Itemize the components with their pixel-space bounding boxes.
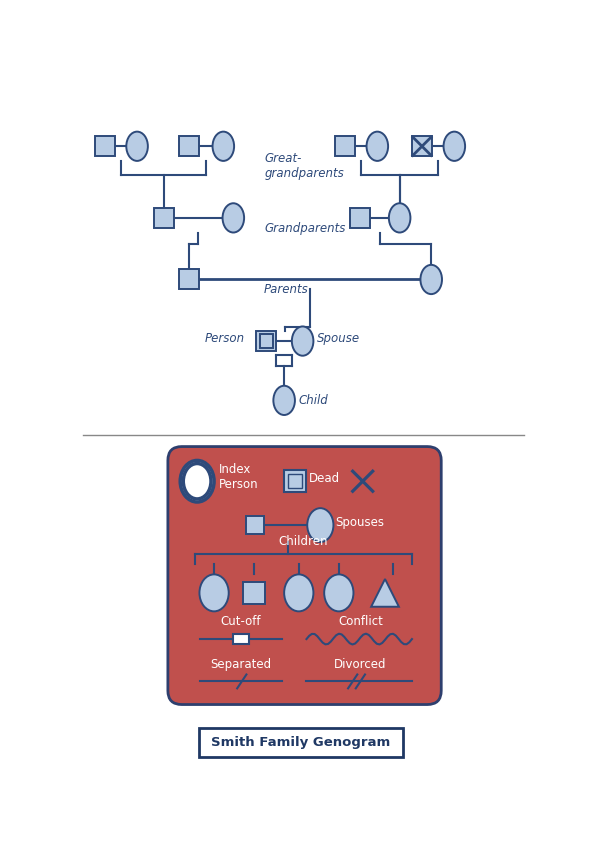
Ellipse shape: [126, 132, 148, 161]
Bar: [288, 475, 302, 488]
Ellipse shape: [420, 265, 442, 294]
Text: Cut-off: Cut-off: [221, 615, 261, 629]
Polygon shape: [371, 579, 399, 607]
Bar: [95, 136, 115, 156]
Ellipse shape: [324, 574, 353, 611]
Text: Dead: Dead: [309, 472, 340, 485]
Ellipse shape: [184, 463, 211, 499]
Bar: [284, 470, 305, 492]
Ellipse shape: [366, 132, 388, 161]
Text: Great-
grandparents: Great- grandparents: [264, 152, 344, 180]
Text: Index
Person: Index Person: [218, 462, 258, 491]
Bar: [243, 582, 265, 604]
Ellipse shape: [284, 574, 313, 611]
Text: Spouse: Spouse: [317, 333, 361, 346]
Ellipse shape: [223, 204, 244, 232]
Ellipse shape: [213, 132, 234, 161]
Text: Smith Family Genogram: Smith Family Genogram: [211, 736, 390, 749]
Ellipse shape: [180, 461, 214, 502]
Bar: [246, 516, 264, 534]
Text: Conflict: Conflict: [338, 615, 383, 629]
Text: Grandparents: Grandparents: [264, 222, 346, 235]
Bar: [179, 269, 200, 289]
Ellipse shape: [292, 326, 313, 356]
Text: Divorced: Divorced: [334, 657, 387, 670]
Ellipse shape: [389, 204, 410, 232]
Bar: [350, 208, 371, 228]
Text: Parents: Parents: [264, 283, 309, 296]
Text: Children: Children: [279, 535, 328, 548]
Ellipse shape: [443, 132, 465, 161]
Bar: [233, 634, 249, 644]
Bar: [179, 136, 200, 156]
Ellipse shape: [274, 385, 295, 415]
Bar: [412, 136, 432, 156]
Text: Person: Person: [205, 333, 245, 346]
Ellipse shape: [200, 574, 229, 611]
FancyBboxPatch shape: [168, 447, 441, 705]
Bar: [259, 334, 274, 348]
Text: Spouses: Spouses: [336, 515, 385, 528]
Ellipse shape: [307, 508, 333, 542]
Text: Separated: Separated: [211, 657, 272, 670]
Bar: [256, 331, 276, 351]
FancyBboxPatch shape: [199, 727, 403, 757]
Bar: [154, 208, 173, 228]
Text: Child: Child: [299, 394, 329, 407]
Bar: [335, 136, 355, 156]
